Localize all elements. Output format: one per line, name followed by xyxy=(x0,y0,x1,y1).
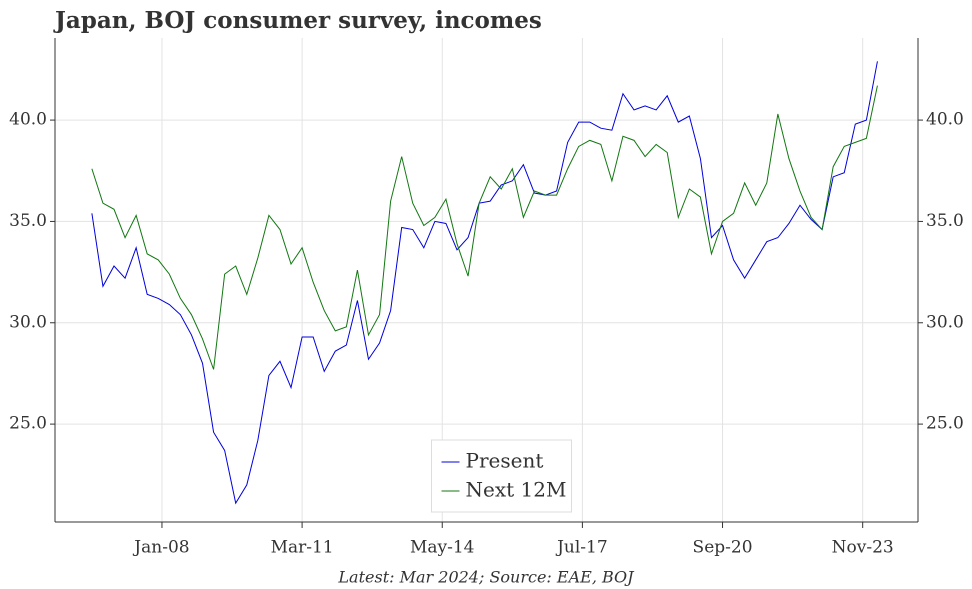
x-tick-label: Jul-17 xyxy=(555,538,608,558)
y-tick-label: 30.0 xyxy=(9,312,47,332)
grid xyxy=(55,38,918,522)
x-tick-label: Nov-23 xyxy=(832,538,894,558)
legend-label: Next 12M xyxy=(466,478,567,502)
x-tick-label: Jan-08 xyxy=(132,538,189,558)
legend-label: Present xyxy=(466,449,544,473)
y2-tick-label: 25.0 xyxy=(926,414,964,434)
legend-box xyxy=(431,439,572,513)
chart-title: Japan, BOJ consumer survey, incomes xyxy=(53,7,542,34)
y-tick-label: 35.0 xyxy=(9,211,47,231)
y2-tick-label: 35.0 xyxy=(926,211,964,231)
footnote: Latest: Mar 2024; Source: EAE, BOJ xyxy=(337,568,635,587)
x-tick-label: Sep-20 xyxy=(693,538,753,558)
y-tick-label: 40.0 xyxy=(9,110,47,130)
y2-tick-label: 30.0 xyxy=(926,312,964,332)
x-tick-label: May-14 xyxy=(410,538,475,558)
series-line xyxy=(91,85,878,370)
y2-tick-label: 40.0 xyxy=(926,110,964,130)
x-tick-label: Mar-11 xyxy=(271,538,334,558)
y-tick-label: 25.0 xyxy=(9,414,47,434)
plot xyxy=(91,61,878,505)
series-line xyxy=(91,61,878,505)
